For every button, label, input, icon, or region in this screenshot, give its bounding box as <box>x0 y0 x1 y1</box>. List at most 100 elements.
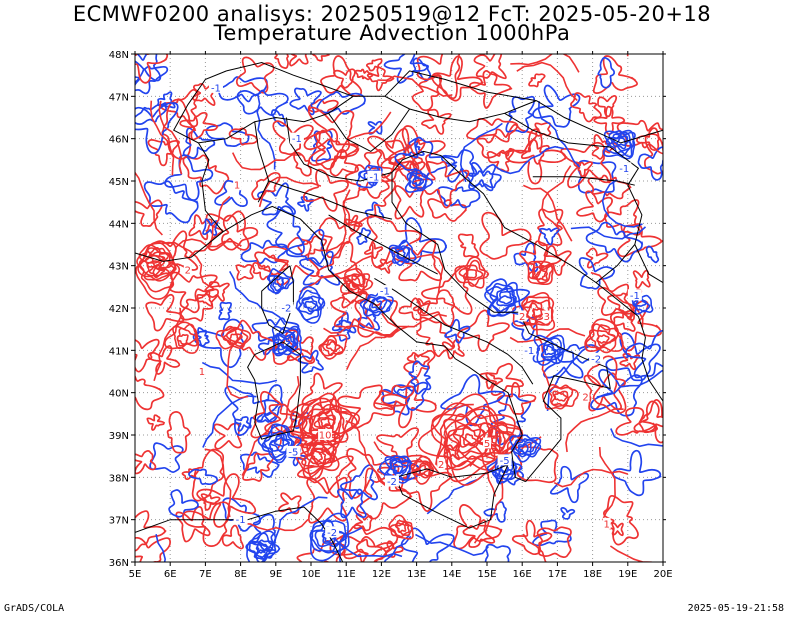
cold-advection-contour <box>196 327 210 347</box>
contour-label-bg <box>377 285 392 297</box>
lon-tick-label: 17E <box>548 569 567 580</box>
lon-tick-label: 16E <box>513 569 532 580</box>
lon-tick-label: 13E <box>407 569 426 580</box>
cold-advection-contour <box>297 349 324 374</box>
warm-advection-contour <box>297 447 354 498</box>
contour-value-label: -1 <box>236 515 246 526</box>
contour-value-label: 5 <box>484 439 490 450</box>
contour-segment <box>323 324 398 336</box>
contour-label-bg <box>325 526 340 538</box>
cold-advection-contour <box>331 311 357 334</box>
warm-advection-contour <box>272 120 314 156</box>
warm-advection-contour <box>617 223 663 258</box>
cold-advection-contour <box>271 330 299 354</box>
cold-advection-contour <box>602 129 636 160</box>
warm-advection-contour <box>611 522 624 537</box>
contour-value-label: -1 <box>630 291 640 302</box>
contour-value-label: 1 <box>603 519 609 530</box>
cold-advection-contour <box>518 443 529 454</box>
lon-tick-label: 9E <box>269 569 282 580</box>
lon-tick-label: 19E <box>618 569 637 580</box>
warm-advection-contour <box>135 449 157 475</box>
contour-value-label: -1 <box>211 83 221 94</box>
warm-advection-contour <box>431 408 501 471</box>
lat-tick-label: 44N <box>109 219 129 230</box>
contour-value-label: 1 <box>234 181 240 192</box>
warm-advection-contour <box>596 329 616 348</box>
cold-advection-contour <box>273 436 285 448</box>
warm-advection-contour <box>431 55 484 102</box>
coastline-border <box>222 205 526 483</box>
cold-advection-contour <box>261 430 295 459</box>
cold-advection-contour <box>367 120 383 135</box>
map-title-line2: Temperature Advection 1000hPa <box>213 21 571 45</box>
lat-tick-label: 41N <box>109 346 129 357</box>
footer-software-label: GrADS/COLA <box>4 603 65 614</box>
cold-advection-contour <box>362 295 392 314</box>
warm-advection-contour <box>466 268 478 279</box>
contour-label-bg <box>197 365 206 377</box>
coastline-border <box>532 176 635 186</box>
contour-segment <box>345 420 387 487</box>
axis-ticks: 5E 6E 7E 8E 9E 10E 11E 12E 13E 14E 15E 16E 17E 18E 19E… <box>109 50 673 580</box>
warm-advection-contour <box>225 319 277 361</box>
warm-advection-contour <box>329 148 360 177</box>
warm-advection-contour <box>205 210 250 251</box>
cold-advection-contour <box>270 109 286 127</box>
warm-advection-contour <box>615 407 658 436</box>
contour-segment <box>509 328 586 343</box>
warm-advection-contour <box>421 108 452 135</box>
warm-advection-contour <box>632 269 651 289</box>
warm-advection-contour <box>235 56 275 94</box>
cold-advection-contour <box>560 507 576 520</box>
contour-segment <box>493 145 565 175</box>
contour-label-bg <box>208 81 223 93</box>
warm-advection-contour <box>496 381 537 415</box>
lat-tick-label: 43N <box>109 262 129 273</box>
contour-labels: -1 1 -1 -1 -2 2 -1 2 3 -1 -2 2 10 -5 5 -5 2 -2 -1 -2 1 -1 1 -1 <box>183 81 642 539</box>
contour-segment <box>452 432 497 497</box>
warm-advection-contour <box>333 68 356 89</box>
warm-advection-contour <box>603 494 639 546</box>
warm-advection-contour <box>354 68 374 81</box>
lat-tick-label: 39N <box>109 431 129 442</box>
contour-segment <box>565 408 624 453</box>
cold-advection-contour <box>285 228 329 269</box>
warm-advection-contour <box>302 168 349 212</box>
cold-advection-contour <box>205 122 250 147</box>
contour-value-label: -5 <box>500 456 510 467</box>
contour-segment <box>435 403 474 465</box>
warm-advection-contour <box>138 244 174 272</box>
coastline-border <box>135 519 248 533</box>
footer-timestamp: 2025-05-19-21:58 <box>687 603 784 614</box>
warm-advection-contour <box>597 95 618 118</box>
cold-advection-contour <box>234 416 252 432</box>
coastline-border <box>395 463 510 529</box>
lat-tick-label: 37N <box>109 516 129 527</box>
cold-advection-contour <box>297 289 322 321</box>
cold-advection-contour <box>444 318 471 344</box>
cold-advection-contour <box>637 146 663 181</box>
warm-advection-contour <box>548 384 574 408</box>
cold-advection-contour <box>411 176 423 187</box>
cold-advection-contour <box>273 276 284 288</box>
warm-advection-contour <box>458 259 490 287</box>
cold-advection-contour <box>532 84 581 128</box>
cold-advection-contour <box>266 205 305 256</box>
warm-advection-contour <box>205 281 230 302</box>
contour-segment <box>546 345 591 411</box>
cold-advection-contour <box>149 442 184 473</box>
cold-advection-contour <box>218 301 232 321</box>
warm-advection-contour <box>320 417 331 427</box>
lon-tick-label: 8E <box>234 569 247 580</box>
warm-advection-contour <box>228 333 239 345</box>
cold-advection-contour <box>605 130 636 158</box>
warm-advection-contour <box>491 435 502 447</box>
warm-advection-contour <box>161 98 197 160</box>
warm-advection-contour <box>221 524 245 550</box>
warm-advection-contour <box>395 144 423 168</box>
cold-advection-contour <box>316 91 366 115</box>
contour-segment <box>173 238 242 256</box>
cold-advection-contour <box>585 221 644 263</box>
warm-advection-contour <box>373 384 415 411</box>
